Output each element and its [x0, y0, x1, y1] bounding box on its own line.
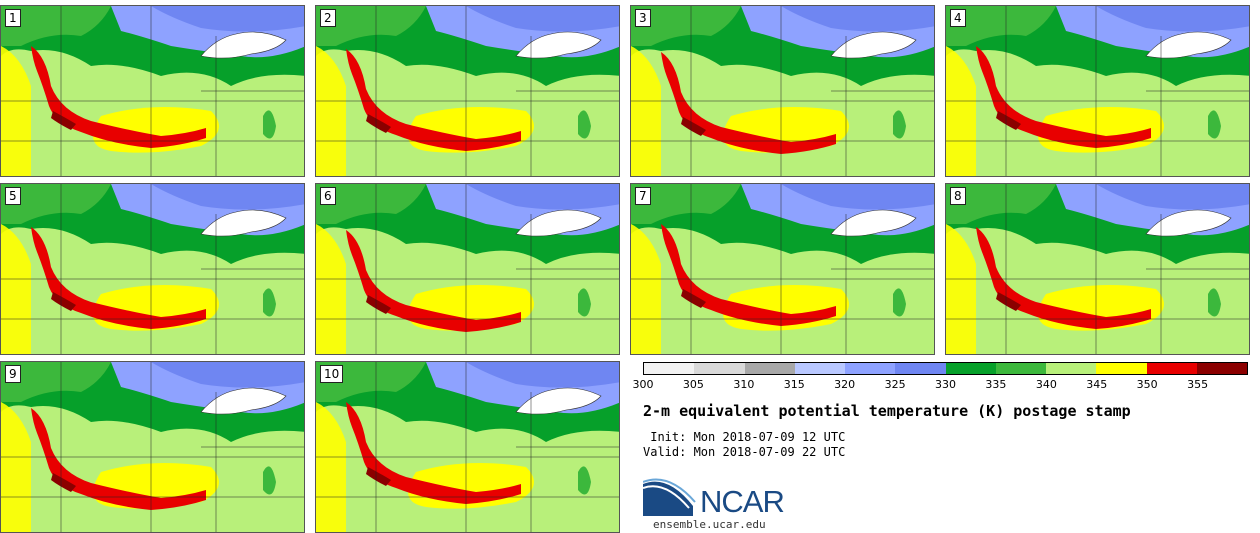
colorbar-tick-label: 320: [834, 378, 856, 391]
map-panel-5: 5: [0, 183, 305, 355]
map-panel-10: 10: [315, 361, 620, 533]
map-panel-3: 3: [630, 5, 935, 177]
map-field: [1, 184, 304, 354]
colorbar-segment: [1096, 363, 1147, 374]
member-number: 5: [5, 187, 21, 205]
member-number: 2: [320, 9, 336, 27]
map-panel-1: 1: [0, 5, 305, 177]
map-field: [946, 6, 1249, 176]
init-time: Init: Mon 2018-07-09 12 UTC: [643, 430, 846, 444]
colorbar-segment: [845, 363, 896, 374]
member-number: 9: [5, 365, 21, 383]
valid-time: Valid: Mon 2018-07-09 22 UTC: [643, 445, 846, 459]
ncar-logo-icon: [643, 478, 696, 516]
map-panel-6: 6: [315, 183, 620, 355]
colorbar-segment: [694, 363, 745, 374]
colorbar-tick-label: 315: [783, 378, 805, 391]
map-panel-9: 9: [0, 361, 305, 533]
colorbar-segment: [1146, 363, 1197, 374]
map-panel-7: 7: [630, 183, 935, 355]
colorbar-tick-label: 340: [1035, 378, 1057, 391]
colorbar-tick-label: 330: [935, 378, 956, 391]
colorbar-segment: [945, 363, 996, 374]
member-number: 6: [320, 187, 336, 205]
map-field: [1, 362, 304, 532]
map-field: [1, 6, 304, 176]
colorbar-tick-label: 335: [985, 378, 1007, 391]
map-panel-2: 2: [315, 5, 620, 177]
map-panel-4: 4: [945, 5, 1250, 177]
colorbar-segment: [794, 363, 845, 374]
map-field: [316, 184, 619, 354]
member-number: 4: [950, 9, 966, 27]
member-number: 10: [320, 365, 344, 383]
map-field: [631, 6, 934, 176]
member-number: 8: [950, 187, 966, 205]
colorbar-tick-label: 325: [884, 378, 906, 391]
site-url: ensemble.ucar.edu: [653, 518, 766, 531]
ncar-logo-text: NCAR: [700, 484, 785, 519]
colorbar-tick-label: 310: [733, 378, 755, 391]
colorbar-segment: [895, 363, 946, 374]
member-number: 1: [5, 9, 21, 27]
map-field: [631, 184, 934, 354]
colorbar-segment: [995, 363, 1046, 374]
colorbar-tick-label: 350: [1136, 378, 1158, 391]
map-field: [316, 6, 619, 176]
figure-title: 2-m equivalent potential temperature (K)…: [643, 402, 1131, 420]
colorbar-tick-label: 345: [1086, 378, 1108, 391]
map-field: [316, 362, 619, 532]
colorbar-segment: [644, 363, 695, 374]
colorbar-tick-label: 305: [682, 378, 704, 391]
colorbar-tick-label: 355: [1187, 378, 1209, 391]
map-field: [946, 184, 1249, 354]
member-number: 7: [635, 187, 651, 205]
colorbar-segment: [1196, 363, 1247, 374]
colorbar-segment: [744, 363, 795, 374]
map-panel-8: 8: [945, 183, 1250, 355]
member-number: 3: [635, 9, 651, 27]
colorbar-ticks: 300 305 310 315 320 325 330 335 340 345 350 355: [633, 378, 1253, 394]
colorbar-segment: [1046, 363, 1097, 374]
colorbar-tick-label: 300: [632, 378, 654, 391]
colorbar: [643, 362, 1248, 375]
